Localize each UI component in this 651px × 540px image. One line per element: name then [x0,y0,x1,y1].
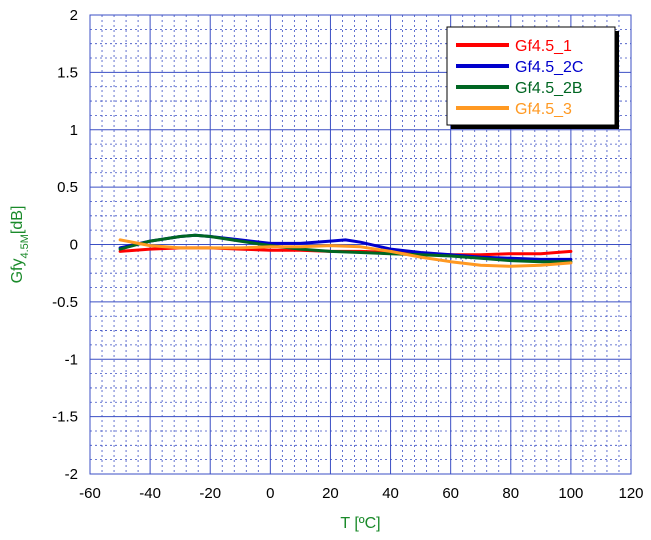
x-tick-label: 80 [502,485,519,502]
y-tick-label: 0.5 [57,179,78,196]
y-tick-label: -0.5 [52,294,78,311]
x-tick-label: 40 [382,485,399,502]
legend-items: Gf4.5_1 Gf4.5_2C Gf4.5_2B Gf4.5_3 [456,38,583,118]
y-tick-label: -2 [65,466,78,483]
x-tick-label: 20 [322,485,339,502]
y-axis-title-unit: [dB] [9,206,26,234]
series-line [118,238,573,268]
x-tick-label: -60 [79,485,101,502]
y-axis-title-main: Gfy [9,259,26,284]
series-lines [118,233,573,268]
x-tick-label: 120 [618,485,643,502]
y-tick-label: 0 [70,237,78,254]
x-axis-title: T [ºC] [340,515,380,532]
legend-label: Gf4.5_2B [515,80,583,97]
legend-label: Gf4.5_1 [515,38,572,55]
legend-label: Gf4.5_3 [515,101,572,118]
y-tick-label: -1.5 [52,409,78,426]
legend: Gf4.5_1 Gf4.5_2C Gf4.5_2B Gf4.5_3 [446,26,619,129]
plot-area-frame [89,14,632,475]
x-tick-label: -20 [199,485,221,502]
y-axis-title-subscript: 4.5M [19,234,31,258]
series-line [118,233,573,264]
y-tick-label: 2 [70,7,78,24]
y-tick-label: -1 [65,351,78,368]
x-tick-label: 100 [558,485,583,502]
y-tick-label: 1.5 [57,64,78,81]
x-tick-label: 60 [442,485,459,502]
x-axis-tick-labels: -60 -40 -20 0 20 40 60 80 100 120 [79,485,643,502]
x-tick-label: 0 [266,485,274,502]
x-tick-label: -40 [139,485,161,502]
y-axis-tick-labels: -2 -1.5 -1 -0.5 0 0.5 1 1.5 2 [52,7,78,483]
y-tick-label: 1 [70,122,78,139]
y-axis-title: Gfy4.5M[dB] [9,206,31,284]
legend-label: Gf4.5_2C [515,59,583,76]
